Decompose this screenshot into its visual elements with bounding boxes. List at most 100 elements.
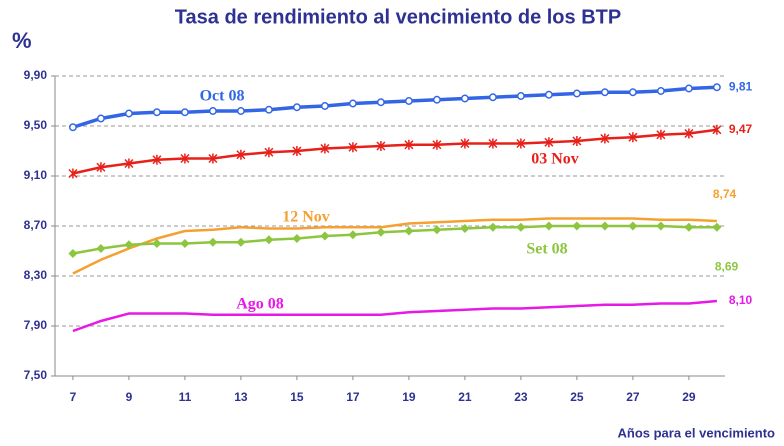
- marker: [292, 146, 302, 156]
- marker: [432, 95, 441, 104]
- marker: [152, 108, 161, 117]
- marker: [516, 222, 526, 232]
- marker: [628, 88, 637, 97]
- x-tick-label: 23: [514, 390, 528, 404]
- series-line: [72, 224, 717, 255]
- marker: [404, 139, 414, 150]
- marker: [544, 90, 553, 99]
- end-label: 8,74: [713, 187, 737, 201]
- marker: [432, 139, 442, 150]
- end-label: 9,81: [729, 79, 753, 93]
- x-tick-label: 9: [126, 390, 133, 404]
- marker: [432, 225, 442, 235]
- y-tick-label: 9,90: [24, 68, 48, 82]
- marker: [544, 137, 554, 148]
- series-name: Ago 08: [236, 296, 284, 313]
- marker: [320, 143, 330, 154]
- x-tick-label: 29: [682, 390, 696, 404]
- x-tick-label: 15: [290, 390, 304, 404]
- marker: [572, 221, 582, 231]
- x-tick-label: 11: [179, 390, 192, 404]
- marker: [404, 226, 414, 236]
- marker: [320, 231, 330, 241]
- marker: [488, 93, 497, 102]
- marker: [656, 129, 666, 140]
- marker: [236, 149, 246, 160]
- marker: [68, 123, 77, 132]
- marker: [376, 141, 386, 151]
- marker: [712, 222, 722, 232]
- marker: [96, 162, 106, 173]
- marker: [712, 124, 722, 135]
- x-tick-label: 7: [70, 390, 77, 404]
- x-tick-label: 27: [626, 390, 640, 404]
- marker: [124, 158, 134, 169]
- marker: [348, 99, 357, 108]
- marker: [376, 227, 386, 237]
- end-label: 8,10: [729, 293, 753, 307]
- marker: [712, 83, 721, 92]
- end-label: 8,69: [715, 259, 739, 273]
- marker: [460, 224, 470, 233]
- marker: [208, 107, 217, 115]
- chart-title: Tasa de rendimiento al vencimiento de lo…: [175, 6, 621, 28]
- marker: [684, 128, 694, 139]
- marker: [404, 97, 413, 105]
- marker: [488, 222, 498, 232]
- marker: [96, 244, 106, 253]
- marker: [124, 240, 134, 250]
- marker: [572, 136, 582, 146]
- marker: [264, 105, 273, 114]
- y-tick-label: 7,50: [24, 368, 48, 382]
- series-name: 12 Nov: [282, 209, 330, 226]
- marker: [376, 98, 385, 107]
- y-tick-label: 9,10: [24, 168, 48, 182]
- marker: [348, 142, 358, 153]
- marker: [264, 235, 274, 245]
- series-line: [72, 128, 718, 175]
- marker: [600, 221, 610, 231]
- series-line: [72, 217, 717, 275]
- marker: [684, 84, 693, 93]
- marker: [656, 221, 666, 231]
- marker: [516, 92, 525, 100]
- series-name: Set 08: [526, 241, 567, 258]
- marker: [236, 237, 246, 247]
- marker: [180, 153, 190, 164]
- x-tick-label: 21: [458, 390, 472, 404]
- marker: [656, 87, 665, 95]
- y-tick-label: 9,50: [24, 118, 48, 132]
- marker: [236, 107, 245, 115]
- marker: [628, 132, 638, 143]
- y-tick-label: 8,70: [24, 218, 48, 232]
- marker: [264, 147, 274, 158]
- marker: [516, 138, 526, 149]
- x-tick-label: 13: [234, 390, 248, 404]
- marker: [292, 234, 302, 243]
- marker: [348, 230, 358, 240]
- marker: [320, 102, 329, 110]
- marker: [600, 133, 610, 144]
- series-line: [72, 299, 717, 333]
- marker: [152, 239, 162, 248]
- y-tick-label: 8,30: [24, 268, 48, 282]
- y-tick-label: 7,90: [24, 318, 48, 332]
- marker: [572, 89, 581, 98]
- y-axis-label: %: [12, 28, 32, 53]
- marker: [628, 221, 638, 231]
- marker: [544, 221, 554, 231]
- marker: [208, 153, 218, 164]
- x-tick-label: 25: [570, 390, 584, 404]
- marker: [460, 94, 469, 103]
- end-label: 9,47: [729, 122, 753, 136]
- marker: [684, 222, 694, 232]
- marker: [124, 109, 133, 118]
- x-tick-label: 17: [346, 390, 360, 404]
- marker: [460, 138, 470, 149]
- marker: [600, 88, 609, 97]
- marker: [180, 239, 190, 248]
- series-line: [72, 85, 717, 129]
- marker: [68, 249, 78, 258]
- x-tick-label: 19: [402, 390, 416, 404]
